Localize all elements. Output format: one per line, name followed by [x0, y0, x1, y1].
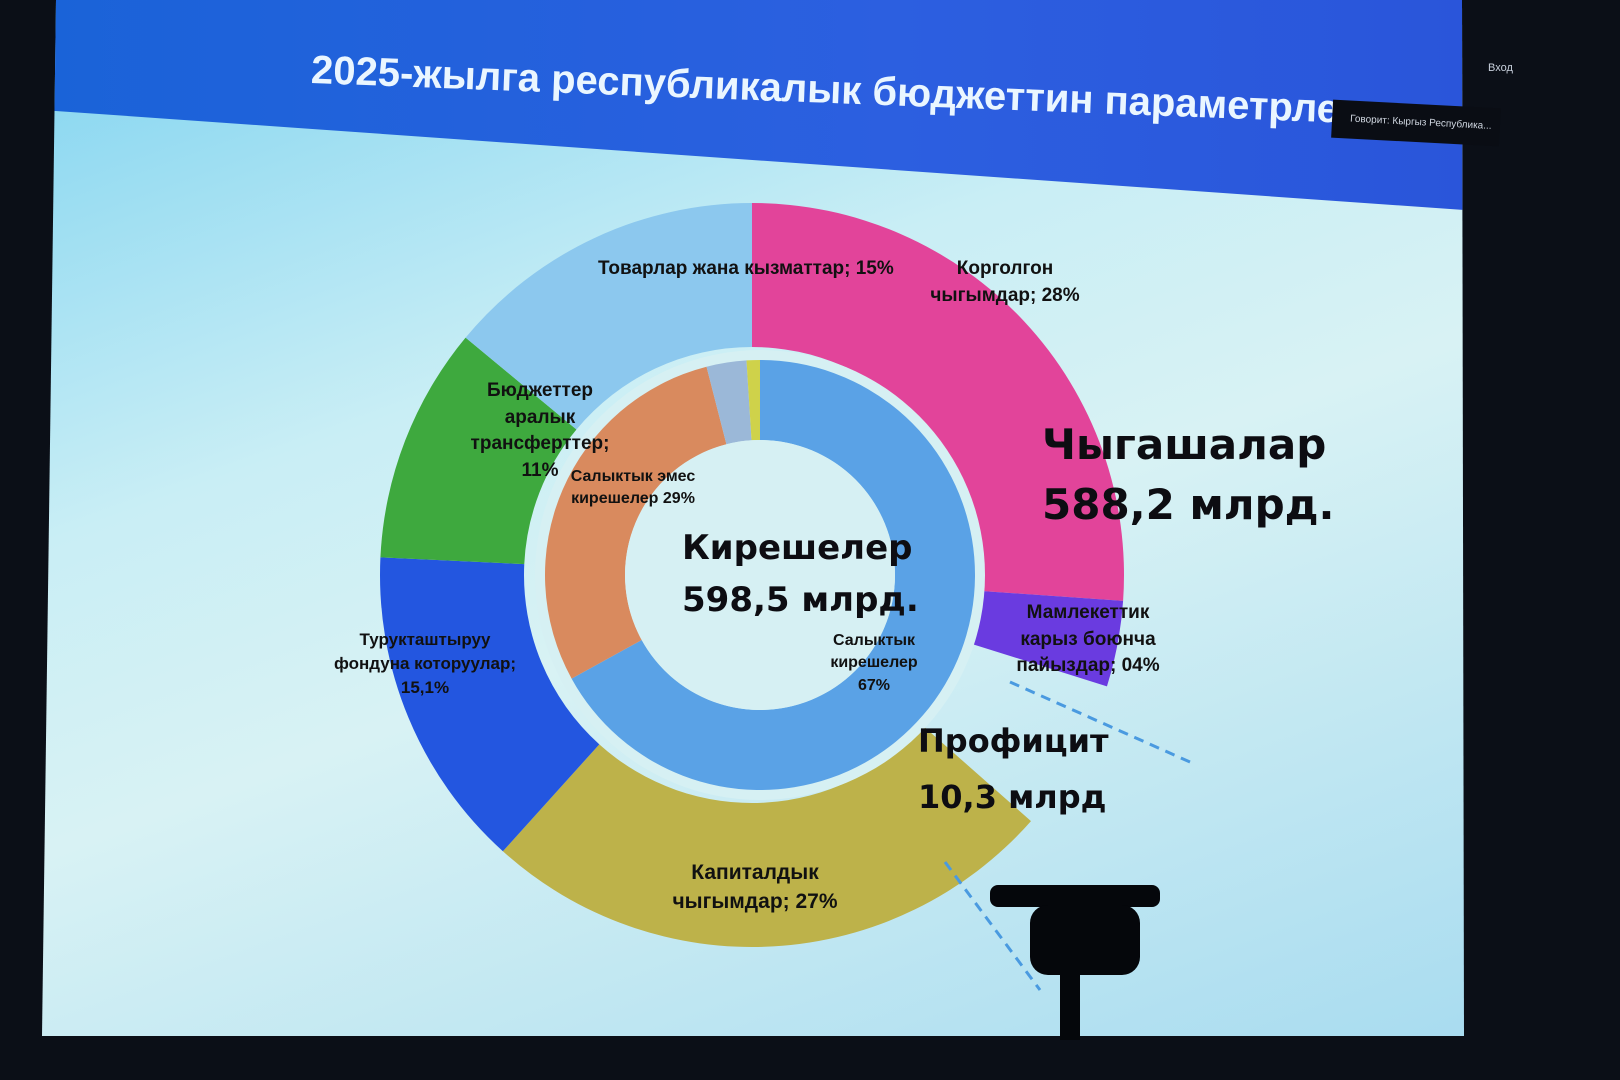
- profit-guide-line: [943, 861, 1042, 991]
- profit-title: Профицит: [918, 722, 1109, 760]
- slice-label-tax-revenue: Салыктык кирешелер 67%: [830, 632, 918, 694]
- login-link[interactable]: Вход: [1488, 62, 1513, 74]
- expenses-donut: [380, 203, 1124, 947]
- donut-slice: [465, 203, 752, 430]
- donut-slice: [544, 366, 727, 679]
- donut-slice: [380, 337, 577, 565]
- donut-slice: [706, 360, 752, 445]
- donut-slice: [969, 590, 1124, 687]
- slice-label-stabilization-fund: Турукташтыруу фондуна которуулар; 15,1%: [333, 630, 517, 697]
- expenses-value: 588,2 млрд.: [1042, 480, 1335, 529]
- donut-slice: [502, 725, 1031, 947]
- donut-slice: [571, 360, 975, 790]
- slice-label-transfers: Бюджеттер аралык трансферттер; 11%: [470, 380, 610, 481]
- slice-label-nontax-revenue: Салыктык эмес кирешелер 29%: [570, 468, 696, 508]
- revenue-donut: [535, 350, 985, 800]
- slice-label-capital-expenses: Капиталдык чыгымдар; 27%: [672, 861, 838, 914]
- slice-label-protected-expenses: Корголгон чыгымдар; 28%: [930, 258, 1080, 306]
- revenue-center-title: Кирешелер: [682, 528, 913, 568]
- donut-slice: [746, 360, 760, 441]
- revenue-center-value: 598,5 млрд.: [682, 580, 919, 620]
- expenses-title: Чыгашалар: [1042, 420, 1327, 469]
- profit-value: 10,3 млрд: [918, 778, 1107, 816]
- camera-silhouette-icon: [990, 885, 1160, 1040]
- slice-label-debt-interest: Мамлекеттик карыз боюнча пайыздар; 04%: [1016, 602, 1160, 677]
- slice-label-goods-services: Товарлар жана кызматтар; 15%: [598, 258, 894, 279]
- donut-slice: [752, 203, 1124, 601]
- donut-slice: [380, 557, 600, 852]
- donut-hole: [625, 440, 895, 710]
